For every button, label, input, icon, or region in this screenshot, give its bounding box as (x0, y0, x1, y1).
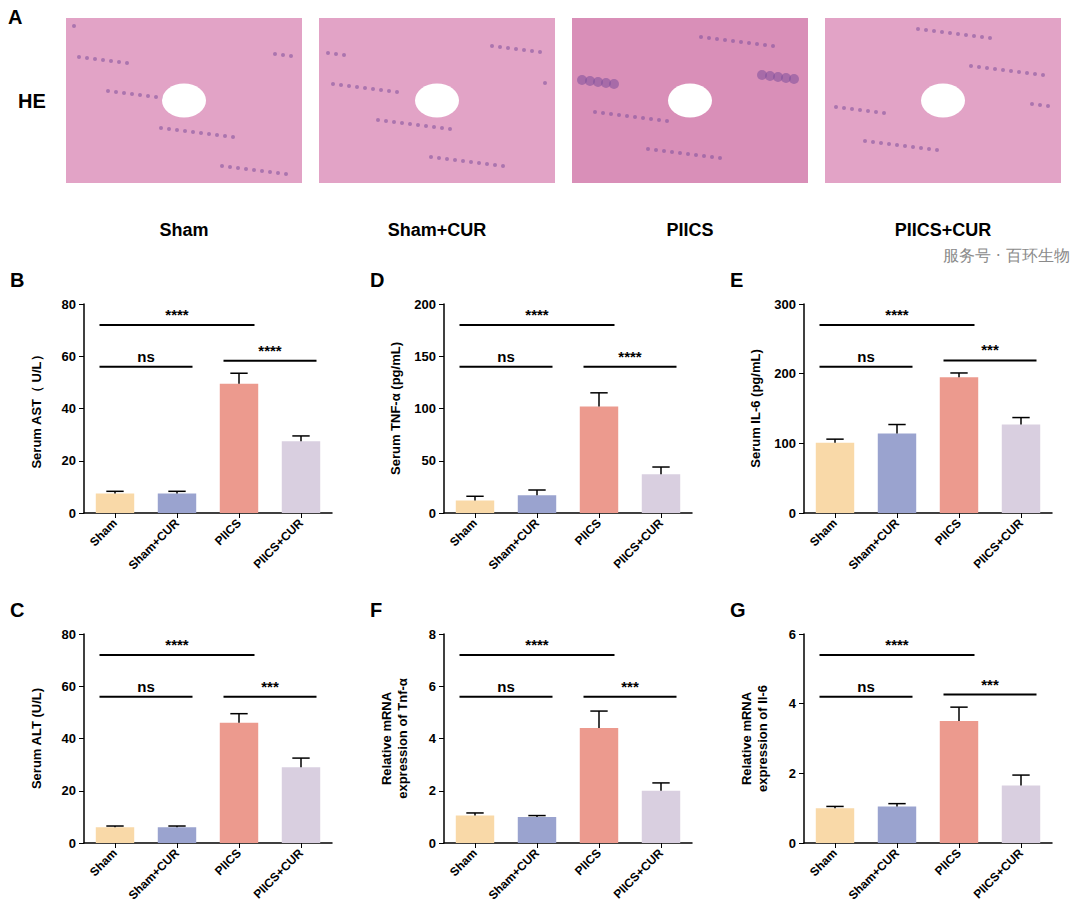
svg-text:200: 200 (774, 366, 796, 381)
svg-text:Sham+CUR: Sham+CUR (846, 516, 903, 573)
svg-text:D: D (370, 269, 384, 291)
svg-text:PIICS+CUR: PIICS+CUR (971, 516, 1027, 572)
svg-text:Serum IL-6 (pg/mL): Serum IL-6 (pg/mL) (748, 349, 763, 467)
svg-text:***: *** (621, 678, 639, 695)
svg-text:Sham: Sham (447, 846, 480, 879)
svg-text:8: 8 (429, 627, 436, 642)
svg-text:PIICS: PIICS (666, 220, 713, 240)
svg-text:40: 40 (62, 731, 76, 746)
svg-text:0: 0 (789, 836, 796, 851)
svg-text:0: 0 (429, 506, 436, 521)
svg-text:Sham+CUR: Sham+CUR (126, 516, 183, 573)
svg-text:G: G (730, 599, 746, 621)
svg-text:60: 60 (62, 679, 76, 694)
svg-text:2: 2 (789, 766, 796, 781)
svg-text:Sham: Sham (159, 220, 208, 240)
svg-text:****: **** (165, 636, 189, 653)
svg-text:PIICS+CUR: PIICS+CUR (895, 220, 992, 240)
svg-text:PIICS+CUR: PIICS+CUR (251, 516, 307, 572)
svg-text:E: E (730, 269, 743, 291)
svg-text:****: **** (525, 306, 549, 323)
svg-text:***: *** (981, 341, 999, 358)
svg-text:150: 150 (414, 349, 436, 364)
svg-text:Sham+CUR: Sham+CUR (388, 220, 487, 240)
svg-text:Sham: Sham (447, 516, 480, 549)
html-text:服务号 · 百环生物: 服务号 · 百环生物 (942, 246, 1070, 265)
svg-text:PIICS: PIICS (932, 516, 964, 548)
svg-text:expression of Tnf-α: expression of Tnf-α (395, 678, 410, 799)
svg-text:50: 50 (422, 453, 436, 468)
svg-text:Serum AST（ U/L）: Serum AST（ U/L） (29, 348, 44, 468)
svg-text:ns: ns (137, 678, 155, 695)
svg-text:F: F (370, 599, 382, 621)
svg-text:100: 100 (774, 436, 796, 451)
svg-text:****: **** (525, 636, 549, 653)
svg-text:PIICS: PIICS (572, 846, 604, 878)
svg-text:0: 0 (69, 836, 76, 851)
svg-text:Sham: Sham (807, 516, 840, 549)
svg-text:Serum TNF-α (pg/mL): Serum TNF-α (pg/mL) (388, 342, 403, 475)
svg-text:6: 6 (789, 627, 796, 642)
svg-text:B: B (10, 269, 24, 291)
svg-text:300: 300 (774, 297, 796, 312)
svg-text:****: **** (618, 348, 642, 365)
svg-text:80: 80 (62, 627, 76, 642)
svg-text:6: 6 (429, 679, 436, 694)
svg-text:200: 200 (414, 297, 436, 312)
svg-text:4: 4 (429, 731, 437, 746)
svg-text:PIICS: PIICS (572, 516, 604, 548)
svg-text:20: 20 (62, 453, 76, 468)
svg-text:ns: ns (497, 348, 515, 365)
svg-text:2: 2 (429, 783, 436, 798)
svg-text:C: C (10, 599, 24, 621)
svg-text:Sham+CUR: Sham+CUR (486, 846, 543, 903)
svg-text:HE: HE (18, 90, 46, 112)
svg-text:40: 40 (62, 401, 76, 416)
svg-text:Sham: Sham (87, 846, 120, 879)
svg-text:Relative mRNA: Relative mRNA (739, 691, 754, 785)
svg-text:ns: ns (857, 678, 875, 695)
svg-text:***: *** (261, 678, 279, 695)
svg-text:PIICS+CUR: PIICS+CUR (611, 516, 667, 572)
svg-text:80: 80 (62, 297, 76, 312)
svg-text:****: **** (165, 306, 189, 323)
svg-text:expression of Il-6: expression of Il-6 (755, 685, 770, 792)
svg-text:20: 20 (62, 783, 76, 798)
svg-text:0: 0 (429, 836, 436, 851)
svg-text:Sham+CUR: Sham+CUR (846, 846, 903, 903)
svg-text:ns: ns (497, 678, 515, 695)
svg-text:Relative mRNA: Relative mRNA (379, 691, 394, 785)
svg-text:Sham+CUR: Sham+CUR (126, 846, 183, 903)
svg-text:PIICS+CUR: PIICS+CUR (971, 846, 1027, 902)
svg-text:PIICS: PIICS (212, 846, 244, 878)
svg-text:****: **** (885, 636, 909, 653)
svg-text:100: 100 (414, 401, 436, 416)
svg-text:PIICS: PIICS (212, 516, 244, 548)
svg-text:A: A (8, 6, 22, 28)
svg-text:60: 60 (62, 349, 76, 364)
svg-text:PIICS+CUR: PIICS+CUR (611, 846, 667, 902)
svg-text:Sham: Sham (807, 846, 840, 879)
svg-text:PIICS+CUR: PIICS+CUR (251, 846, 307, 902)
svg-text:Sham: Sham (87, 516, 120, 549)
svg-text:****: **** (885, 306, 909, 323)
svg-text:PIICS: PIICS (932, 846, 964, 878)
svg-text:***: *** (981, 676, 999, 693)
svg-text:0: 0 (69, 506, 76, 521)
svg-text:Sham+CUR: Sham+CUR (486, 516, 543, 573)
svg-text:0: 0 (789, 506, 796, 521)
svg-text:ns: ns (857, 348, 875, 365)
svg-text:****: **** (258, 342, 282, 359)
svg-text:ns: ns (137, 348, 155, 365)
svg-text:4: 4 (789, 696, 797, 711)
svg-text:Serum ALT (U/L): Serum ALT (U/L) (29, 688, 44, 789)
